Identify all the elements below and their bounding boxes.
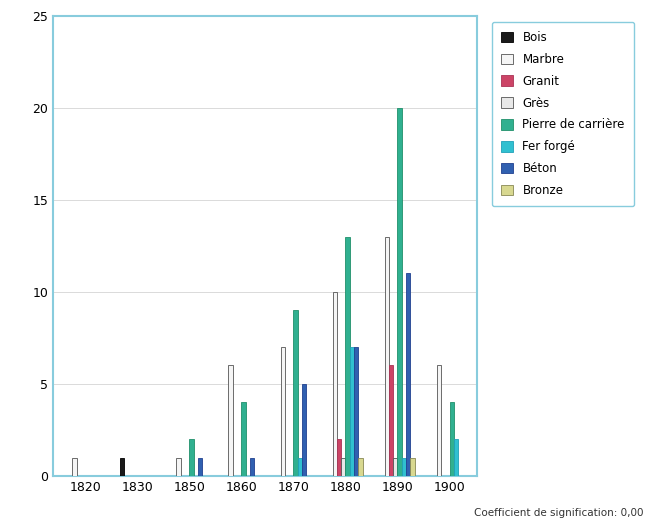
Bar bbox=[345, 236, 349, 476]
Bar bbox=[176, 458, 181, 476]
Bar bbox=[241, 402, 245, 476]
Bar bbox=[120, 458, 125, 476]
Bar bbox=[385, 236, 389, 476]
Legend: Bois, Marbre, Granit, Grès, Pierre de carrière, Fer forgé, Béton, Bronze: Bois, Marbre, Granit, Grès, Pierre de ca… bbox=[492, 21, 634, 207]
Bar bbox=[354, 347, 358, 476]
Bar bbox=[293, 310, 298, 476]
Bar bbox=[402, 458, 406, 476]
Bar bbox=[298, 458, 302, 476]
Bar bbox=[397, 108, 402, 476]
Bar bbox=[389, 366, 393, 476]
Bar bbox=[189, 439, 194, 476]
Bar bbox=[280, 347, 285, 476]
Bar bbox=[337, 439, 341, 476]
Bar bbox=[358, 458, 363, 476]
Bar bbox=[450, 402, 453, 476]
Bar bbox=[198, 458, 202, 476]
Bar bbox=[437, 366, 441, 476]
Bar bbox=[229, 366, 233, 476]
Bar bbox=[349, 347, 354, 476]
Bar bbox=[302, 384, 306, 476]
Bar bbox=[72, 458, 77, 476]
Bar bbox=[410, 458, 414, 476]
Bar bbox=[393, 458, 397, 476]
Bar bbox=[406, 274, 410, 476]
Text: Coefficient de signification: 0,00: Coefficient de signification: 0,00 bbox=[473, 508, 643, 518]
Bar bbox=[341, 458, 345, 476]
Bar bbox=[333, 292, 337, 476]
Bar bbox=[250, 458, 254, 476]
Bar bbox=[453, 439, 458, 476]
